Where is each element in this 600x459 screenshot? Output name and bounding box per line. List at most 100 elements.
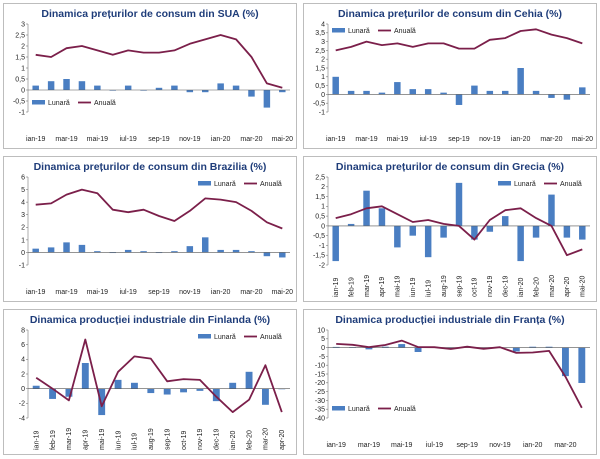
legend-grecia: Lunară Anuală bbox=[498, 181, 582, 188]
x-tick-label: mai-19 bbox=[87, 289, 109, 296]
legend-swatch-bar bbox=[32, 100, 45, 105]
bar-grecia-mai-20 bbox=[579, 225, 586, 240]
bar-grecia-mar-20 bbox=[548, 194, 555, 226]
x-tick-label: ian-19 bbox=[326, 136, 346, 143]
bar-brazilia-ian-19 bbox=[32, 248, 39, 253]
x-tick-label: nov-19 bbox=[179, 289, 201, 296]
x-tick-label: ian-19 bbox=[333, 277, 340, 297]
x-tick-label: ian-19 bbox=[326, 442, 346, 449]
line-series-grecia bbox=[335, 205, 583, 257]
y-tick-label: 3,5 bbox=[315, 30, 325, 37]
bar-brazilia-apr-19 bbox=[78, 244, 86, 253]
bar-finlanda-ian-19 bbox=[32, 385, 40, 389]
bar-cehia-apr-20 bbox=[563, 94, 571, 100]
y-tick-label: 2 bbox=[21, 371, 25, 378]
x-tick-label: mar-20 bbox=[554, 442, 576, 449]
x-tick-label: ian-20 bbox=[523, 442, 543, 449]
bar-brazilia-feb-20 bbox=[232, 249, 240, 253]
legend-label-line: Anuală bbox=[260, 334, 282, 341]
bar-brazilia-oct-19 bbox=[171, 251, 178, 253]
bar-grecia-apr-19 bbox=[378, 208, 386, 226]
chart-panel-franta: Dinamica producției industriale din Fran… bbox=[303, 309, 597, 455]
y-tick-label: 4 bbox=[21, 357, 25, 364]
bar-grecia-ian-19 bbox=[332, 225, 339, 262]
y-tick-label: -1 bbox=[19, 262, 25, 269]
y-tick-label: 0,5 bbox=[15, 76, 25, 83]
x-tick-label: aug-19 bbox=[441, 275, 448, 297]
x-tick-label: feb-19 bbox=[50, 430, 57, 450]
legend-franta: Lunară Anuală bbox=[332, 406, 416, 413]
y-tick-label: 0,5 bbox=[315, 214, 325, 221]
chart-svg-grecia: -2 -1,5 -1 -0,5 0 0,5 1 1,5 2 2,5 ian-19 feb-19 mar-… bbox=[313, 174, 590, 297]
x-tick-label: ian-19 bbox=[26, 136, 46, 143]
x-tick-label: iul-19 bbox=[132, 433, 139, 450]
x-tick-label: iun-19 bbox=[115, 430, 122, 450]
bar-brazilia-sep-19 bbox=[155, 252, 163, 254]
y-tick-label: -15 bbox=[315, 371, 325, 378]
chart-svg-franta: -40-35 -30 -25 -20 -15-10 -5 0 5 10 ian-19 mar-19 m… bbox=[315, 327, 590, 449]
bar-brazilia-iun-19 bbox=[109, 252, 117, 254]
x-tick-label: mar-19 bbox=[55, 289, 77, 296]
bar-cehia-apr-19 bbox=[378, 92, 386, 95]
chart-title-finlanda: Dinamica producției industriale din Finl… bbox=[29, 314, 271, 326]
y-tick-label: -1 bbox=[19, 109, 25, 116]
x-tick-label: oct-19 bbox=[472, 277, 479, 297]
y-tick-label: 2 bbox=[321, 184, 325, 191]
y-tick-label: -4 bbox=[19, 415, 25, 422]
legend-label-bar: Lunară bbox=[348, 406, 370, 413]
bar-usa-dec-19 bbox=[201, 90, 209, 93]
bar-brazilia-iul-19 bbox=[124, 249, 132, 253]
bar-usa-oct-19 bbox=[171, 85, 178, 90]
bar-brazilia-mai-20 bbox=[279, 252, 286, 258]
bar-usa-sep-19 bbox=[155, 87, 163, 90]
legend-label-line: Anuală bbox=[260, 181, 282, 188]
y-tick-label: 2 bbox=[21, 43, 25, 50]
bar-cehia-dec-19 bbox=[501, 90, 509, 95]
bar-cehia-sep-19 bbox=[455, 94, 463, 105]
bar-franta-apr-20 bbox=[578, 347, 586, 383]
y-tick-label: -0,5 bbox=[313, 233, 325, 240]
bar-grecia-iul-19 bbox=[424, 225, 432, 258]
legend-swatch-bar bbox=[198, 334, 211, 339]
bar-franta-dec-19 bbox=[512, 347, 520, 352]
legend-label-line: Anuală bbox=[560, 181, 582, 188]
x-tick-label: sep-19 bbox=[148, 289, 170, 296]
chart-svg-brazilia: -1 0 1 2 3 4 5 6 ian-19 mar-19 mai-19 iul-19 sep-19 n… bbox=[19, 174, 294, 296]
x-tick-label: mar-19 bbox=[364, 275, 371, 297]
legend-label-bar: Lunară bbox=[48, 100, 70, 107]
line-series-finlanda bbox=[35, 338, 283, 413]
bar-brazilia-mar-20 bbox=[248, 251, 255, 253]
line-series-usa bbox=[35, 34, 283, 89]
legend-label-bar: Lunară bbox=[514, 181, 536, 188]
y-tick-label: -25 bbox=[315, 389, 325, 396]
x-tick-label: mai-19 bbox=[391, 442, 413, 449]
bar-franta-apr-19 bbox=[381, 346, 389, 348]
x-tick-label: sep-19 bbox=[456, 442, 478, 449]
x-tick-label: ian-20 bbox=[211, 136, 231, 143]
y-tick-label: 0,5 bbox=[315, 83, 325, 90]
x-tick-label: iun-19 bbox=[410, 277, 417, 297]
bar-brazilia-feb-19 bbox=[47, 247, 55, 253]
bar-franta-aug-19 bbox=[447, 347, 455, 349]
x-tick-label: aug-19 bbox=[148, 428, 155, 450]
y-tick-label: 10 bbox=[317, 327, 325, 334]
y-tick-label: 2 bbox=[21, 225, 25, 232]
y-tick-label: 1,5 bbox=[315, 65, 325, 72]
bar-brazilia-apr-20 bbox=[263, 252, 271, 257]
bar-finlanda-iul-19 bbox=[130, 382, 138, 389]
x-tick-label: mar-20 bbox=[263, 428, 270, 450]
chart-panel-cehia: Dinamica prețurilor de consum din Cehia … bbox=[303, 3, 597, 149]
chart-panel-brazilia: Dinamica prețurilor de consum din Brazil… bbox=[3, 156, 297, 302]
bar-usa-ian-20 bbox=[217, 83, 224, 90]
bar-grecia-ian-20 bbox=[517, 225, 524, 262]
x-tick-label: mar-20 bbox=[240, 136, 262, 143]
legend-swatch-bar bbox=[332, 406, 345, 411]
x-tick-label: mai-20 bbox=[272, 289, 294, 296]
bar-finlanda-sep-19 bbox=[163, 388, 171, 395]
bar-finlanda-ian-20 bbox=[229, 382, 237, 389]
y-tick-label: 1 bbox=[321, 204, 325, 211]
x-tick-label: apr-19 bbox=[83, 430, 90, 450]
bar-finlanda-dec-19 bbox=[212, 388, 220, 402]
y-tick-label: 0 bbox=[21, 386, 25, 393]
x-tick-label: ian-20 bbox=[211, 289, 231, 296]
